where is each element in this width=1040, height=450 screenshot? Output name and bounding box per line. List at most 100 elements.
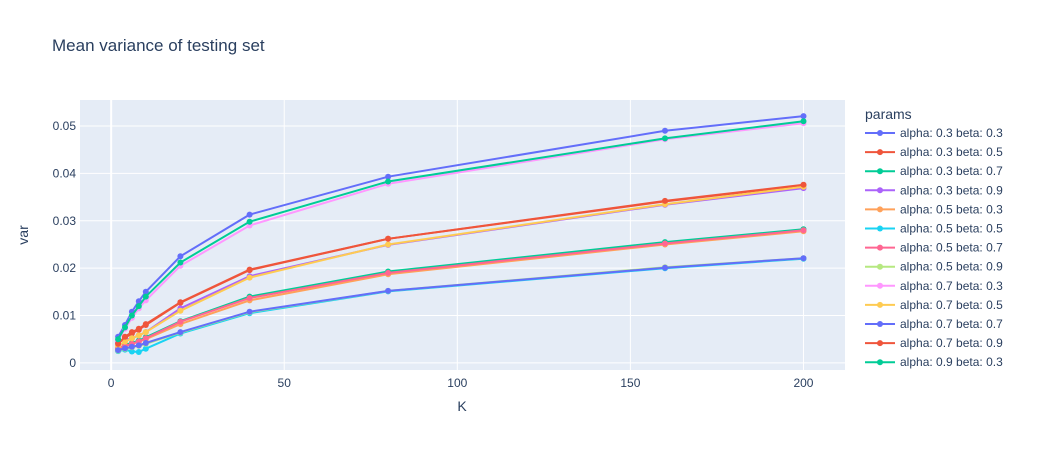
x-tick-label: 100 <box>447 376 467 390</box>
data-point <box>142 345 149 352</box>
legend-item[interactable]: alpha: 0.7 beta: 0.9 <box>865 336 1003 350</box>
data-point <box>385 173 392 180</box>
legend-item[interactable]: alpha: 0.3 beta: 0.5 <box>865 145 1003 159</box>
legend-item[interactable]: alpha: 0.5 beta: 0.5 <box>865 222 1003 236</box>
data-point <box>142 293 149 300</box>
legend-marker <box>877 244 883 251</box>
legend-item[interactable]: alpha: 0.7 beta: 0.3 <box>865 279 1003 293</box>
legend-label: alpha: 0.3 beta: 0.9 <box>900 183 1003 197</box>
data-point <box>177 318 184 325</box>
legend-item[interactable]: alpha: 0.5 beta: 0.9 <box>865 260 1003 274</box>
series-line <box>117 183 804 345</box>
series-line <box>117 229 804 349</box>
data-point <box>662 135 668 142</box>
series-group <box>115 113 807 355</box>
legend[interactable]: alpha: 0.3 beta: 0.3 alpha: 0.3 beta: 0.5… <box>865 126 1003 369</box>
legend-title: params <box>865 106 912 122</box>
data-point <box>246 211 253 218</box>
data-point <box>135 303 142 310</box>
data-point <box>662 127 668 134</box>
data-point <box>135 325 142 332</box>
data-point <box>142 340 149 346</box>
legend-item[interactable]: alpha: 0.3 beta: 0.3 <box>865 126 1003 140</box>
data-point <box>135 332 142 339</box>
data-point <box>128 335 135 342</box>
legend-marker <box>877 340 883 347</box>
data-point <box>128 312 135 319</box>
series-13 <box>115 118 807 343</box>
data-point <box>800 113 807 120</box>
legend-label: alpha: 0.5 beta: 0.3 <box>900 202 1003 216</box>
data-point <box>800 255 807 262</box>
legend-label: alpha: 0.3 beta: 0.3 <box>900 126 1003 140</box>
data-point <box>246 218 253 225</box>
y-tick-label: 0.03 <box>53 214 77 228</box>
series-7 <box>115 227 807 351</box>
data-point <box>177 253 184 260</box>
data-point <box>385 235 392 242</box>
series-line <box>117 115 804 338</box>
y-axis-label: var <box>15 225 31 245</box>
data-point <box>122 324 128 331</box>
series-line <box>117 185 804 347</box>
data-point <box>800 227 807 234</box>
data-point <box>662 197 668 204</box>
legend-label: alpha: 0.7 beta: 0.7 <box>900 317 1003 331</box>
x-tick-label: 150 <box>620 376 640 390</box>
data-point <box>142 335 149 342</box>
legend-marker <box>877 168 883 175</box>
y-tick-labels: 0 0.01 0.02 0.03 0.04 0.05 <box>53 119 77 370</box>
legend-item[interactable]: alpha: 0.3 beta: 0.9 <box>865 183 1003 197</box>
legend-item[interactable]: alpha: 0.3 beta: 0.7 <box>865 164 1003 178</box>
legend-item[interactable]: alpha: 0.9 beta: 0.3 <box>865 355 1003 369</box>
legend-marker <box>877 225 883 232</box>
data-point <box>142 321 149 328</box>
data-point <box>135 349 142 355</box>
series-line <box>117 120 804 340</box>
legend-item[interactable]: alpha: 0.7 beta: 0.5 <box>865 298 1003 312</box>
data-point <box>800 118 807 125</box>
legend-marker <box>877 149 883 156</box>
series-11 <box>115 255 807 354</box>
data-point <box>177 299 184 306</box>
x-tick-labels: 0 50 100 150 200 <box>108 376 814 390</box>
data-point <box>142 329 149 336</box>
data-point <box>177 307 184 314</box>
legend-label: alpha: 0.3 beta: 0.7 <box>900 164 1003 178</box>
data-point <box>128 343 135 350</box>
data-point <box>177 259 184 266</box>
legend-item[interactable]: alpha: 0.5 beta: 0.3 <box>865 202 1003 216</box>
data-point <box>142 288 149 295</box>
x-tick-label: 0 <box>108 376 115 390</box>
legend-marker <box>877 206 883 213</box>
data-point <box>122 333 128 340</box>
data-point <box>128 348 135 355</box>
legend-label: alpha: 0.5 beta: 0.7 <box>900 241 1003 255</box>
legend-marker <box>877 282 883 289</box>
legend-label: alpha: 0.7 beta: 0.5 <box>900 298 1003 312</box>
legend-item[interactable]: alpha: 0.5 beta: 0.7 <box>865 241 1003 255</box>
y-tick-label: 0.01 <box>53 309 77 323</box>
legend-marker <box>877 263 883 270</box>
data-point <box>177 329 184 336</box>
series-line <box>117 257 804 352</box>
data-point <box>128 329 135 336</box>
legend-marker <box>877 359 883 366</box>
x-axis-label: K <box>457 398 467 414</box>
legend-marker <box>877 321 883 327</box>
grid <box>80 100 845 370</box>
x-tick-label: 200 <box>793 376 813 390</box>
data-point <box>800 181 807 188</box>
data-point <box>662 264 668 271</box>
y-tick-label: 0 <box>69 356 76 370</box>
data-point <box>385 269 392 276</box>
data-point <box>135 342 142 349</box>
legend-label: alpha: 0.3 beta: 0.5 <box>900 145 1003 159</box>
legend-item[interactable]: alpha: 0.7 beta: 0.7 <box>865 317 1003 331</box>
data-point <box>246 295 253 301</box>
legend-label: alpha: 0.5 beta: 0.5 <box>900 222 1003 236</box>
data-point <box>385 241 392 248</box>
legend-label: alpha: 0.7 beta: 0.9 <box>900 336 1003 350</box>
x-tick-label: 50 <box>278 376 292 390</box>
